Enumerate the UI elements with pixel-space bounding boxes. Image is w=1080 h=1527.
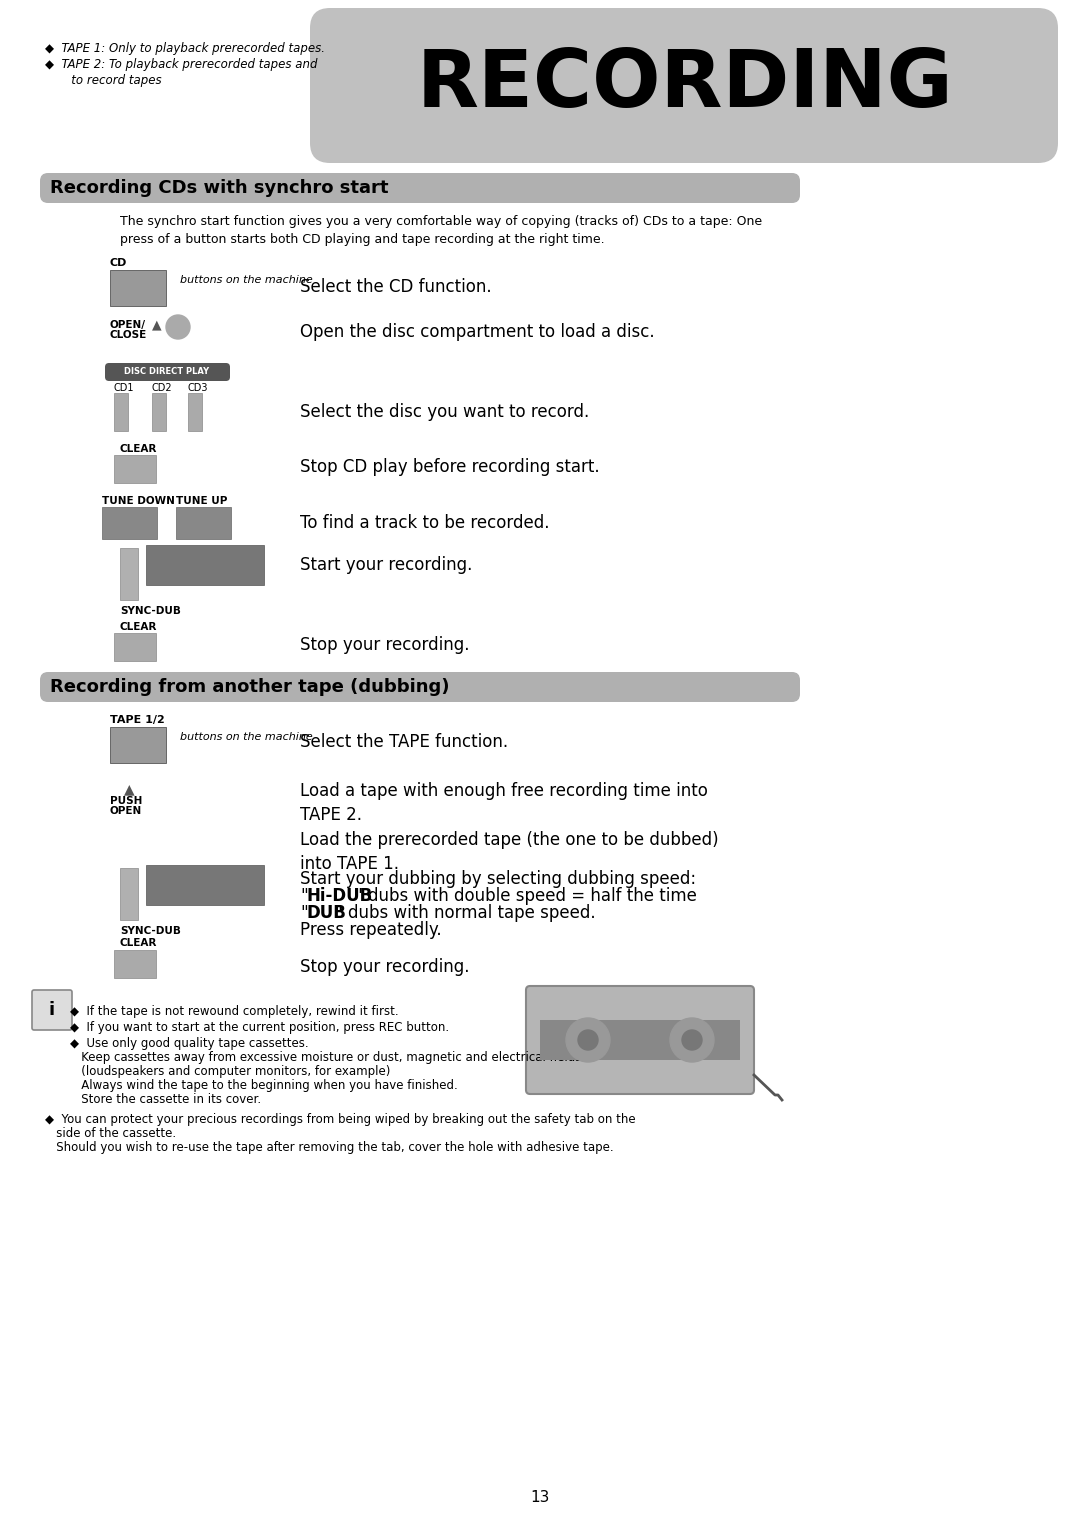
Text: ◆  You can protect your precious recordings from being wiped by breaking out the: ◆ You can protect your precious recordin… xyxy=(45,1113,636,1125)
Bar xyxy=(540,1020,740,1060)
Text: ◆  TAPE 2: To playback prerecorded tapes and: ◆ TAPE 2: To playback prerecorded tapes … xyxy=(45,58,318,70)
Text: Press repeatedly.: Press repeatedly. xyxy=(300,921,442,939)
Text: Stop CD play before recording start.: Stop CD play before recording start. xyxy=(300,458,599,476)
Bar xyxy=(114,392,129,431)
Text: Select the TAPE function.: Select the TAPE function. xyxy=(300,733,508,751)
Bar xyxy=(114,634,156,661)
Text: side of the cassette.: side of the cassette. xyxy=(45,1127,176,1141)
Text: Start your dubbing by selecting dubbing speed:: Start your dubbing by selecting dubbing … xyxy=(300,870,697,889)
FancyBboxPatch shape xyxy=(526,986,754,1093)
Text: CD: CD xyxy=(110,258,127,269)
Circle shape xyxy=(566,1019,610,1061)
Text: ◆  If the tape is not rewound completely, rewind it first.: ◆ If the tape is not rewound completely,… xyxy=(70,1005,399,1019)
Bar xyxy=(102,507,157,539)
Circle shape xyxy=(681,1031,702,1051)
Text: buttons on the machine: buttons on the machine xyxy=(180,731,313,742)
Text: TUNE DOWN: TUNE DOWN xyxy=(102,496,175,505)
FancyBboxPatch shape xyxy=(40,173,800,203)
Bar xyxy=(114,455,156,483)
Text: Select the disc you want to record.: Select the disc you want to record. xyxy=(300,403,590,421)
Bar xyxy=(110,727,166,764)
Bar xyxy=(120,548,138,600)
Text: to record tapes: to record tapes xyxy=(45,73,162,87)
Text: 13: 13 xyxy=(530,1490,550,1506)
Text: Should you wish to re-use the tape after removing the tab, cover the hole with a: Should you wish to re-use the tape after… xyxy=(45,1141,613,1154)
Bar xyxy=(188,392,202,431)
Text: " dubs with normal tape speed.: " dubs with normal tape speed. xyxy=(335,904,596,922)
Text: buttons on the machine: buttons on the machine xyxy=(180,275,313,286)
Text: ◆  TAPE 1: Only to playback prerecorded tapes.: ◆ TAPE 1: Only to playback prerecorded t… xyxy=(45,43,325,55)
Text: CD3: CD3 xyxy=(187,383,207,392)
Text: TUNE UP: TUNE UP xyxy=(176,496,228,505)
Text: SYNC-DUB: SYNC-DUB xyxy=(120,606,180,615)
Text: CLOSE: CLOSE xyxy=(110,330,147,341)
Bar xyxy=(146,545,264,585)
Bar xyxy=(152,392,166,431)
Text: CD1: CD1 xyxy=(114,383,135,392)
Text: ▲: ▲ xyxy=(124,782,135,796)
Text: ◆  If you want to start at the current position, press REC button.: ◆ If you want to start at the current po… xyxy=(70,1022,449,1034)
FancyBboxPatch shape xyxy=(40,672,800,702)
Text: ": " xyxy=(300,904,308,922)
Text: TAPE 1/2: TAPE 1/2 xyxy=(110,715,165,725)
Text: Open the disc compartment to load a disc.: Open the disc compartment to load a disc… xyxy=(300,324,654,341)
Text: DUB: DUB xyxy=(307,904,347,922)
Text: ▲: ▲ xyxy=(152,318,162,331)
FancyBboxPatch shape xyxy=(105,363,230,382)
Text: ◆  Use only good quality tape cassettes.: ◆ Use only good quality tape cassettes. xyxy=(70,1037,309,1051)
Text: SYNC-DUB: SYNC-DUB xyxy=(120,925,180,936)
Text: Start your recording.: Start your recording. xyxy=(300,556,472,574)
Circle shape xyxy=(166,315,190,339)
Text: ": " xyxy=(300,887,308,906)
Text: Select the CD function.: Select the CD function. xyxy=(300,278,491,296)
Text: Hi-DUB: Hi-DUB xyxy=(307,887,374,906)
Text: OPEN: OPEN xyxy=(110,806,143,815)
Text: i: i xyxy=(49,1002,55,1019)
Text: CLEAR: CLEAR xyxy=(120,938,158,948)
FancyBboxPatch shape xyxy=(310,8,1058,163)
Text: Always wind the tape to the beginning when you have finished.: Always wind the tape to the beginning wh… xyxy=(70,1080,458,1092)
Text: Recording CDs with synchro start: Recording CDs with synchro start xyxy=(50,179,389,197)
Bar xyxy=(114,950,156,977)
Bar xyxy=(146,864,264,906)
Bar xyxy=(110,270,166,305)
Text: To find a track to be recorded.: To find a track to be recorded. xyxy=(300,515,550,531)
Text: The synchro start function gives you a very comfortable way of copying (tracks o: The synchro start function gives you a v… xyxy=(120,215,762,246)
FancyBboxPatch shape xyxy=(32,989,72,1031)
Text: Stop your recording.: Stop your recording. xyxy=(300,637,470,654)
Text: RECORDING: RECORDING xyxy=(417,46,954,124)
Text: Recording from another tape (dubbing): Recording from another tape (dubbing) xyxy=(50,678,449,696)
Text: OPEN/: OPEN/ xyxy=(110,321,146,330)
Text: CLEAR: CLEAR xyxy=(120,621,158,632)
Text: CLEAR: CLEAR xyxy=(120,444,158,454)
Bar xyxy=(120,867,138,919)
Text: CD2: CD2 xyxy=(152,383,173,392)
Text: DISC DIRECT PLAY: DISC DIRECT PLAY xyxy=(124,368,210,377)
Circle shape xyxy=(578,1031,598,1051)
Text: Load a tape with enough free recording time into
TAPE 2.
Load the prerecorded ta: Load a tape with enough free recording t… xyxy=(300,782,718,873)
Text: Store the cassette in its cover.: Store the cassette in its cover. xyxy=(70,1093,261,1106)
Circle shape xyxy=(670,1019,714,1061)
Text: (loudspeakers and computer monitors, for example): (loudspeakers and computer monitors, for… xyxy=(70,1064,390,1078)
Text: " dubs with double speed = half the time: " dubs with double speed = half the time xyxy=(355,887,697,906)
Text: Keep cassettes away from excessive moisture or dust, magnetic and electrical fie: Keep cassettes away from excessive moist… xyxy=(70,1051,581,1064)
Text: Stop your recording.: Stop your recording. xyxy=(300,957,470,976)
Bar xyxy=(176,507,231,539)
Text: PUSH: PUSH xyxy=(110,796,143,806)
